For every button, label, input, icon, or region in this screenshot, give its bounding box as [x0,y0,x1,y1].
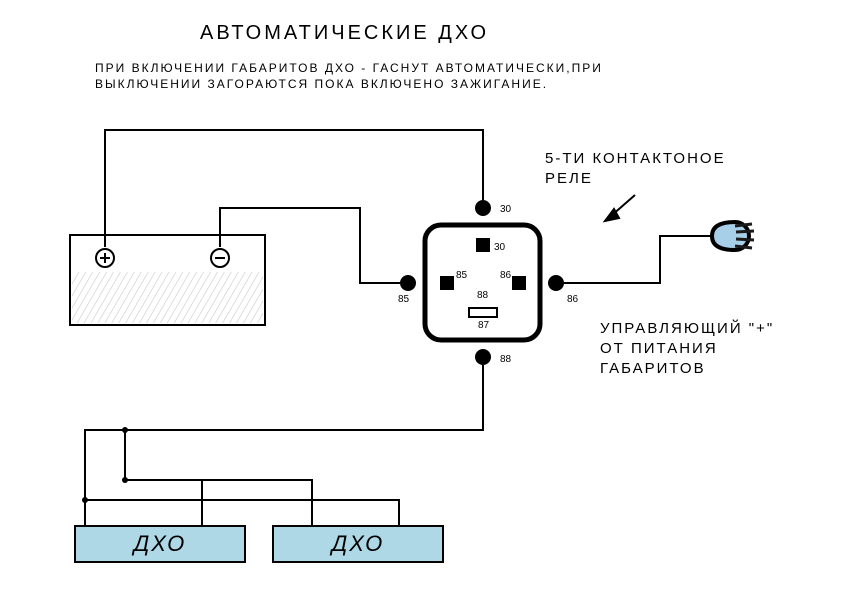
svg-text:87: 87 [478,320,490,331]
relay-icon: 30 85 86 88 87 [425,225,540,340]
wires [85,130,713,525]
svg-text:86: 86 [500,270,512,281]
wire-junctions [82,427,128,503]
arrow-icon [605,195,635,221]
svg-text:30: 30 [500,204,512,215]
svg-text:30: 30 [494,242,506,253]
schematic-svg: 30 85 86 88 87 30 85 86 88 [0,0,857,597]
svg-text:86: 86 [567,294,579,305]
svg-text:85: 85 [398,294,410,305]
svg-text:88: 88 [500,354,512,365]
headlight-icon [712,222,754,250]
battery-icon [70,235,265,325]
svg-text:88: 88 [477,290,489,301]
svg-text:85: 85 [456,270,468,281]
